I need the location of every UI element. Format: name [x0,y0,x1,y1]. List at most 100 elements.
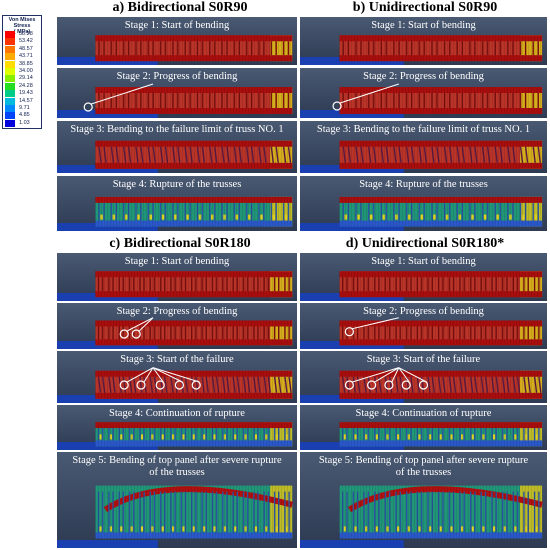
legend-swatch [5,75,15,83]
panel-c-stage-4: Stage 4: Continuation of rupture [57,405,297,450]
legend-swatch [5,90,15,98]
stage-label: Stage 1: Start of bending [371,20,476,31]
stage-label: Stage 3: Bending to the failure limit of… [70,124,284,135]
legend-value: 29.14 [19,75,33,82]
panel-b-stage-1: Stage 1: Start of bending [300,17,547,65]
stage-label: Stage 4: Rupture of the trusses [112,179,242,190]
legend-row: 24.28 [5,82,39,90]
stage-label: Stage 5: Bending of top panel after seve… [72,455,282,466]
legend-value: 19.43 [19,90,33,97]
legend-swatch [5,68,15,75]
stage-label: Stage 5: Bending of top panel after seve… [318,455,529,466]
panel-a-stage-1: Stage 1: Start of bending [57,17,297,65]
legend-swatch [5,38,15,46]
legend-swatch [5,97,15,105]
section-title-d: d) Unidirectional S0R180* [345,236,505,251]
legend-swatch [5,31,15,38]
legend-title: Von Mises Stress ( MPa) [8,17,36,35]
mesh-drawing [57,35,293,65]
legend-value: 34.00 [19,68,33,74]
panel-a-stage-4: Stage 4: Rupture of the trusses [57,176,297,231]
legend-row: 34.00 [5,68,39,75]
legend-value: 58.28 [19,31,33,37]
panel-c-stage-5: Stage 5: Bending of top panel after seve… [57,452,297,548]
mesh-drawing [57,367,293,403]
legend-row: 14.57 [5,97,39,105]
mesh-drawing [300,196,543,231]
mesh-drawing [300,83,543,118]
stress-legend: Von Mises Stress ( MPa) 58.28 53.42 48.57 4… [2,15,42,129]
stage-label: Stage 4: Continuation of rupture [109,408,245,419]
legend-row: 1.03 [5,119,39,127]
panel-b-stage-2: Stage 2: Progress of bending [300,68,547,118]
legend-value: 1.03 [19,119,30,126]
legend-value: 4.85 [19,112,30,119]
mesh-drawing [57,196,293,231]
stage-label: Stage 4: Rupture of the trusses [359,179,488,190]
mesh-drawing [300,317,543,349]
stage-label: Stage 3: Bending to the failure limit of… [316,124,531,135]
legend-row: 58.28 [5,31,39,38]
legend-row: 43.71 [5,53,39,61]
stage-label: Stage 1: Start of bending [124,256,230,267]
legend-swatch [5,60,15,68]
panel-c-stage-3: Stage 3: Start of the failure [57,351,297,403]
legend-row: 53.42 [5,38,39,46]
legend-swatch [5,105,15,112]
panel-c-stage-1: Stage 1: Start of bending [57,253,297,301]
legend-row: 48.57 [5,45,39,53]
stage-label: Stage 2: Progress of bending [116,306,238,317]
mesh-drawing [300,422,543,450]
panel-d-stage-4: Stage 4: Continuation of rupture [300,405,547,450]
stage-label: Stage 1: Start of bending [371,256,476,267]
stage-label: Stage 1: Start of bending [124,20,230,31]
mesh-drawing [57,317,293,349]
legend-value: 38.85 [19,60,33,67]
stage-label-cont: of the trusses [149,467,205,478]
legend-swatch [5,112,15,120]
panel-c-stage-2: Stage 2: Progress of bending [57,303,297,349]
stage-label: Stage 2: Progress of bending [363,306,484,317]
stage-label: Stage 2: Progress of bending [116,71,238,82]
mesh-drawing [300,140,543,173]
mesh-drawing [300,485,543,548]
mesh-drawing [300,367,543,403]
section-title-b: b) Unidirectional S0R90 [352,0,498,15]
legend-row: 29.14 [5,75,39,83]
stage-label: Stage 3: Start of the failure [120,354,234,365]
legend-value: 9.71 [19,105,30,111]
stage-label-cont: of the trusses [395,467,452,478]
panel-a-stage-2: Stage 2: Progress of bending [57,68,297,118]
panel-d-stage-2: Stage 2: Progress of bending [300,303,547,349]
panel-d-stage-3: Stage 3: Start of the failure [300,351,547,403]
stage-label: Stage 2: Progress of bending [363,71,484,82]
legend-value: 53.42 [19,38,33,45]
legend-value: 43.71 [19,53,33,60]
stage-label: Stage 4: Continuation of rupture [355,408,492,419]
mesh-drawing [57,140,293,173]
section-title-c: c) Bidirectional S0R180 [109,236,251,251]
mesh-drawing [57,83,293,118]
panel-b-stage-3: Stage 3: Bending to the failure limit of… [300,121,547,173]
legend-row: 4.85 [5,112,39,120]
panel-b-stage-4: Stage 4: Rupture of the trusses [300,176,547,231]
stage-label: Stage 3: Start of the failure [366,354,481,365]
legend-swatch [5,53,15,61]
mesh-drawing [57,271,293,301]
legend-row: 19.43 [5,90,39,98]
mesh-drawing [300,271,543,301]
panel-a-stage-3: Stage 3: Bending to the failure limit of… [57,121,297,173]
legend-row: 38.85 [5,60,39,68]
legend-swatch [5,45,15,53]
mesh-drawing [57,485,293,548]
section-title-a: a) Bidirectional S0R90 [112,0,248,15]
legend-swatch [5,119,15,127]
panel-d-stage-1: Stage 1: Start of bending [300,253,547,301]
mesh-drawing [300,35,543,65]
legend-value: 24.28 [19,82,33,89]
legend-row: 9.71 [5,105,39,112]
legend-swatch [5,82,15,90]
panel-d-stage-5: Stage 5: Bending of top panel after seve… [300,452,547,548]
legend-value: 48.57 [19,45,33,52]
mesh-drawing [57,422,293,450]
